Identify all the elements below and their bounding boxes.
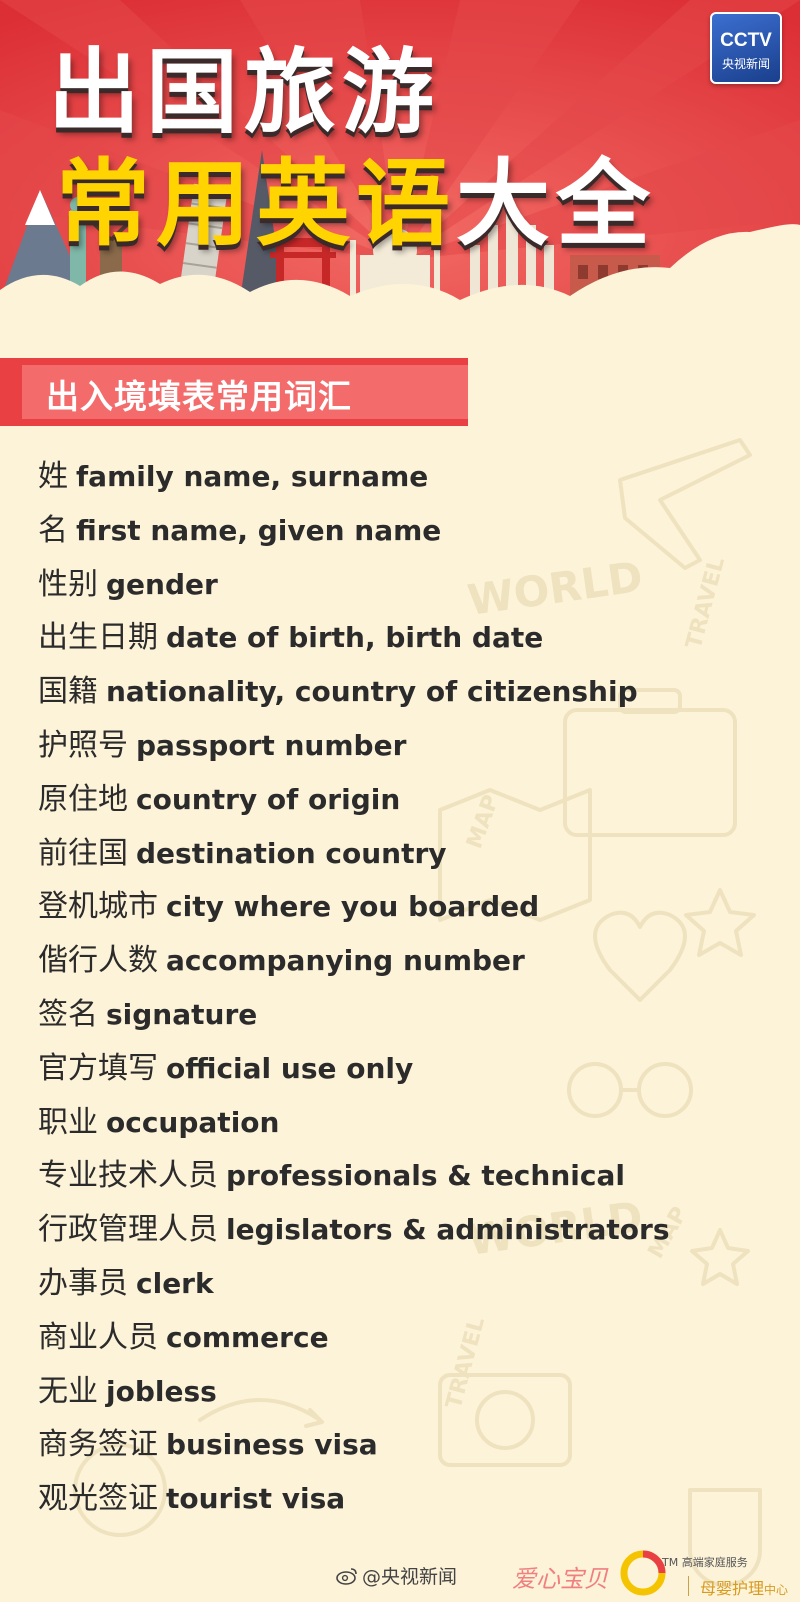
title-line-2-highlight: 常用英语 (56, 150, 457, 259)
title-line-2: 常用英语大全 (56, 128, 656, 264)
term-chinese: 性别 (38, 566, 98, 602)
list-item: 行政管理人员 legislators & administrators (38, 1203, 670, 1257)
list-item: 商业人员 commerce (38, 1311, 670, 1365)
background-doodles: WORLD WORLD MAP MAP TRAVEL TRAVEL (73, 438, 762, 1587)
cctv-logo-subtext: 央视新闻 (721, 57, 770, 71)
brand-center-suffix: 中心 (764, 1583, 789, 1597)
list-item: 官方填写 official use only (38, 1042, 670, 1096)
svg-text:TRAVEL: TRAVEL (682, 555, 730, 652)
term-english: date of birth, birth date (166, 621, 544, 655)
list-item: 护照号 passport number (38, 719, 670, 773)
list-item: 偕行人数 accompanying number (38, 934, 670, 988)
list-item: 前往国 destination country (38, 827, 670, 881)
term-chinese: 国籍 (38, 674, 98, 710)
term-chinese: 出生日期 (38, 620, 158, 656)
list-item: 名 first name, given name (38, 504, 670, 558)
weibo-icon (336, 1568, 357, 1585)
term-english: commerce (166, 1320, 329, 1354)
title-line-1: 出国旅游 (48, 39, 441, 146)
list-item: 签名 signature (38, 988, 670, 1042)
brand-center-main: 母婴护理 (700, 1579, 765, 1598)
term-chinese: 前往国 (38, 835, 128, 871)
term-english: passport number (136, 728, 407, 762)
list-item: 商务签证 business visa (38, 1418, 670, 1472)
term-english: legislators & administrators (226, 1213, 670, 1247)
term-english: jobless (106, 1374, 217, 1408)
term-chinese: 偕行人数 (38, 943, 158, 979)
title-line-2-white: 大全 (456, 150, 657, 259)
term-chinese: 商务签证 (38, 1427, 158, 1463)
list-item: 专业技术人员 professionals & technical (38, 1149, 670, 1203)
term-chinese: 名 (38, 512, 68, 548)
brand-name: 爱心宝贝 (512, 1565, 608, 1593)
term-chinese: 办事员 (38, 1265, 128, 1301)
term-chinese: 行政管理人员 (38, 1212, 218, 1248)
term-chinese: 无业 (38, 1373, 98, 1409)
brand-divider (688, 1576, 689, 1596)
list-item: 出生日期 date of birth, birth date (38, 611, 670, 665)
term-english: city where you boarded (166, 890, 540, 924)
footer: @央视新闻 爱心宝贝 TM 高端家庭服务 母婴护理中心 (0, 1548, 800, 1602)
term-chinese: 登机城市 (38, 889, 158, 925)
list-item: 性别 gender (38, 558, 670, 612)
term-chinese: 观光签证 (38, 1481, 158, 1517)
list-item: 姓 family name, surname (38, 450, 670, 504)
term-english: tourist visa (166, 1482, 346, 1516)
term-english: destination country (136, 836, 447, 870)
weibo-attribution[interactable]: @央视新闻 (336, 1562, 457, 1589)
header-background-illustration (0, 0, 800, 330)
term-chinese: 护照号 (38, 727, 128, 763)
term-chinese: 专业技术人员 (38, 1158, 218, 1194)
brand-circle-icon (620, 1550, 666, 1596)
term-chinese: 签名 (38, 996, 98, 1032)
term-english: official use only (166, 1051, 414, 1085)
header-banner: 出国旅游 常用英语大全 CCTV 央视新闻 (0, 0, 800, 330)
cctv-logo: CCTV 央视新闻 (710, 12, 782, 84)
term-english: gender (106, 567, 218, 601)
list-item: 职业 occupation (38, 1096, 670, 1150)
term-english: first name, given name (76, 513, 442, 547)
term-english: family name, surname (76, 460, 429, 493)
term-english: professionals & technical (226, 1159, 625, 1193)
list-item: 原住地 country of origin (38, 773, 670, 827)
list-item: 无业 jobless (38, 1365, 670, 1419)
term-chinese: 原住地 (38, 781, 128, 817)
terms-list: 姓 family name, surname 名 first name, given… (38, 450, 670, 1526)
term-chinese: 职业 (38, 1104, 98, 1140)
cctv-logo-text: CCTV (720, 30, 772, 51)
brand-center-name: 母婴护理中心 (700, 1575, 788, 1599)
term-chinese: 官方填写 (38, 1050, 158, 1086)
weibo-handle: @央视新闻 (362, 1566, 458, 1588)
list-item: 办事员 clerk (38, 1257, 670, 1311)
term-chinese: 商业人员 (38, 1319, 158, 1355)
term-english: occupation (106, 1105, 280, 1139)
list-item: 国籍 nationality, country of citizenship (38, 665, 670, 719)
term-chinese: 姓 (38, 459, 68, 494)
term-english: signature (106, 997, 258, 1031)
term-english: country of origin (136, 782, 401, 816)
term-english: business visa (166, 1428, 378, 1462)
term-english: nationality, country of citizenship (106, 675, 638, 709)
section-header-inner (22, 365, 468, 419)
brand-tagline: TM 高端家庭服务 (662, 1556, 748, 1569)
section-header: 出入境填表常用词汇 (0, 358, 468, 426)
section-title: 出入境填表常用词汇 (46, 377, 352, 416)
list-item: 登机城市 city where you boarded (38, 880, 670, 934)
list-item: 观光签证 tourist visa (38, 1472, 670, 1526)
term-english: accompanying number (166, 944, 525, 978)
term-english: clerk (136, 1266, 214, 1300)
